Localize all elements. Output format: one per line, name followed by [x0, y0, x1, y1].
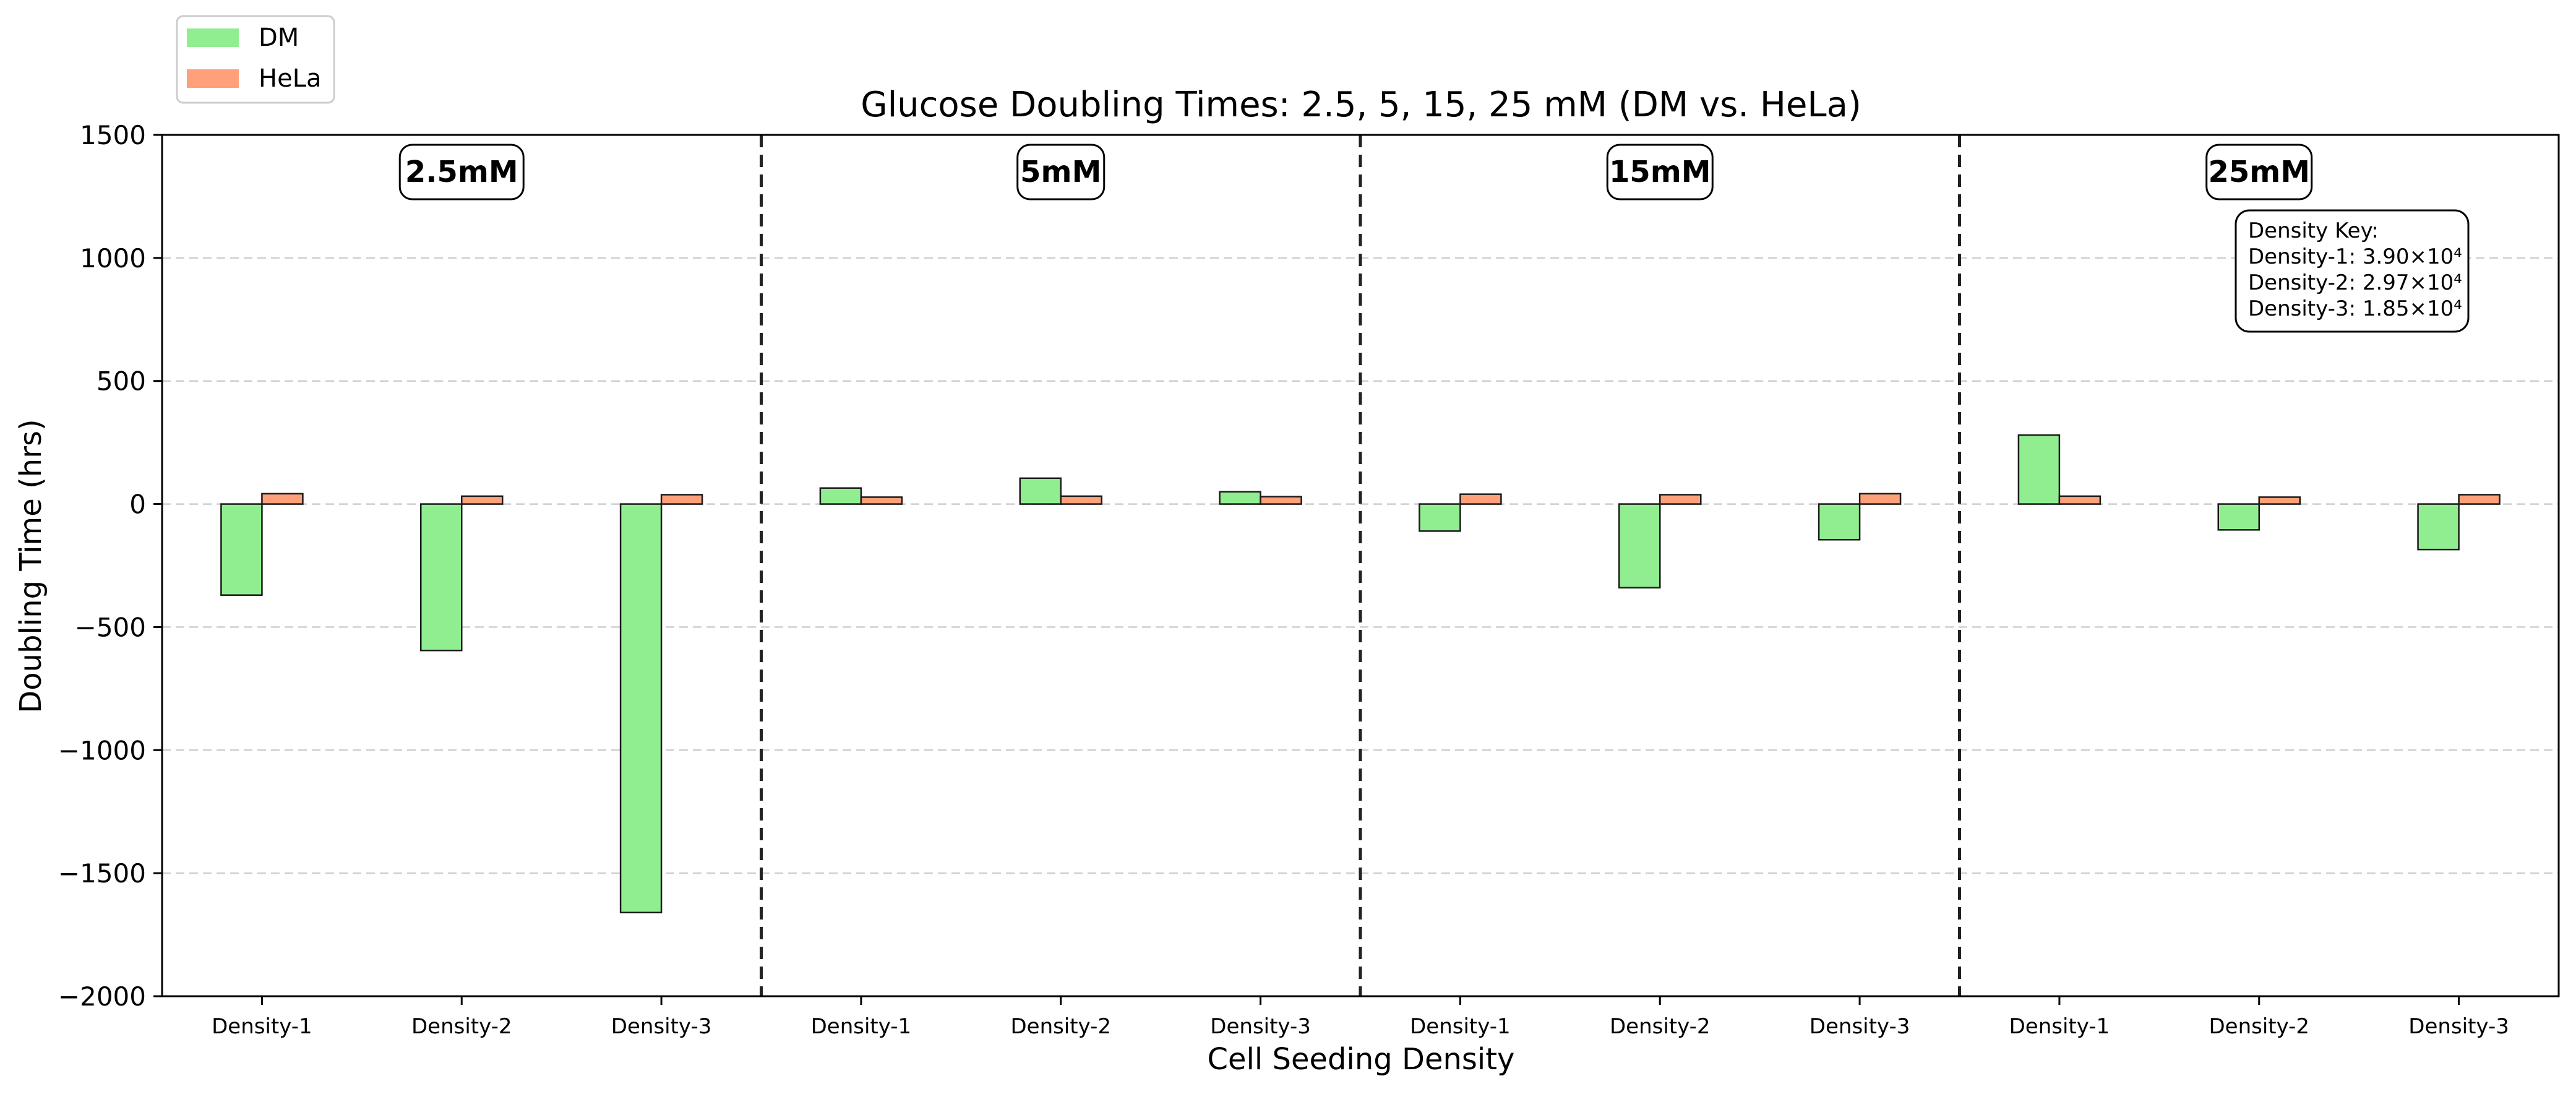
labels-layer: 1500 1000 500 0 −500 −1000 −1500 −2000 Density-1…	[58, 120, 2509, 1039]
bar-dm	[1219, 491, 1261, 505]
axes-layer	[153, 134, 2560, 1005]
separators-layer	[760, 135, 1961, 996]
bar-hela	[660, 494, 703, 505]
bar-hela	[261, 493, 304, 505]
legend-swatch-dm	[187, 28, 239, 47]
group-label: 15mM	[1609, 155, 1711, 189]
plot-frame	[161, 134, 2560, 997]
y-tick-label: −500	[75, 612, 146, 642]
x-tick-label: Density-1	[811, 1014, 912, 1039]
chart-title: Glucose Doubling Times: 2.5, 5, 15, 25 m…	[861, 85, 1861, 125]
legend-label-dm: DM	[259, 24, 299, 52]
bar-dm	[1019, 477, 1062, 505]
x-tick-label: Density-2	[1610, 1014, 1711, 1039]
y-tick-label: −1500	[58, 858, 146, 889]
y-tick-label: −2000	[58, 981, 146, 1012]
bar-dm	[619, 503, 663, 914]
density-key-line: Density-1: 3.90×10⁴	[2248, 244, 2462, 269]
bar-hela	[2058, 495, 2102, 505]
bar-dm	[2017, 434, 2061, 505]
x-tick-label: Density-3	[1810, 1014, 1910, 1039]
x-tick-label: Density-2	[1010, 1014, 1111, 1039]
y-axis-label: Doubling Time (hrs)	[14, 419, 48, 713]
y-tick-label: 0	[129, 489, 146, 520]
bar-dm	[1818, 503, 1861, 541]
x-tick-label: Density-3	[2408, 1014, 2509, 1039]
bar-dm	[220, 503, 263, 596]
x-tick-label: Density-1	[212, 1014, 312, 1039]
density-key-line: Density Key:	[2248, 218, 2379, 243]
y-tick-label: 1000	[80, 243, 146, 274]
bar-dm	[1618, 503, 1661, 589]
density-key-frame	[2235, 209, 2470, 333]
group-label-box	[1016, 144, 1106, 200]
x-tick-label: Density-2	[2209, 1014, 2309, 1039]
y-tick-label: −1000	[58, 735, 146, 765]
group-label-box	[2205, 144, 2313, 200]
group-label: 5mM	[1020, 155, 1101, 189]
bar-hela	[860, 496, 903, 505]
bar-hela	[1060, 495, 1102, 505]
bars-layer	[220, 434, 2501, 914]
bar-dm	[2217, 503, 2260, 531]
bar-hela	[1459, 493, 1502, 505]
bar-hela	[1260, 496, 1302, 505]
group-label: 2.5mM	[405, 155, 518, 189]
legend-label-hela: HeLa	[259, 64, 321, 93]
x-tick-label: Density-1	[2009, 1014, 2110, 1039]
y-tick-label: 500	[97, 366, 146, 397]
bar-hela	[2258, 496, 2301, 505]
density-key-line: Density-2: 2.97×10⁴	[2248, 270, 2462, 295]
bar-hela	[1858, 493, 1902, 505]
density-key-box: Density Key: Density-1: 3.90×10⁴ Density…	[2235, 209, 2470, 333]
density-key-line: Density-3: 1.85×10⁴	[2248, 296, 2462, 321]
x-axis-label: Cell Seeding Density	[1208, 1042, 1515, 1077]
legend: DM HeLa	[176, 15, 335, 104]
legend-swatch-hela	[187, 69, 239, 88]
group-label: 25mM	[2208, 155, 2310, 189]
group-label-box	[398, 144, 525, 200]
bar-hela	[1659, 494, 1702, 505]
bar-hela	[2458, 494, 2501, 505]
x-tick-label: Density-3	[611, 1014, 712, 1039]
x-tick-label: Density-2	[411, 1014, 512, 1039]
bar-dm	[2417, 503, 2460, 551]
x-tick-label: Density-3	[1210, 1014, 1311, 1039]
bar-dm	[1419, 503, 1461, 532]
y-tick-label: 1500	[80, 120, 146, 150]
bar-dm	[420, 503, 463, 652]
x-tick-label: Density-1	[1410, 1014, 1511, 1039]
bar-dm	[819, 487, 862, 505]
group-label-box	[1606, 144, 1714, 200]
bar-hela	[461, 495, 504, 505]
